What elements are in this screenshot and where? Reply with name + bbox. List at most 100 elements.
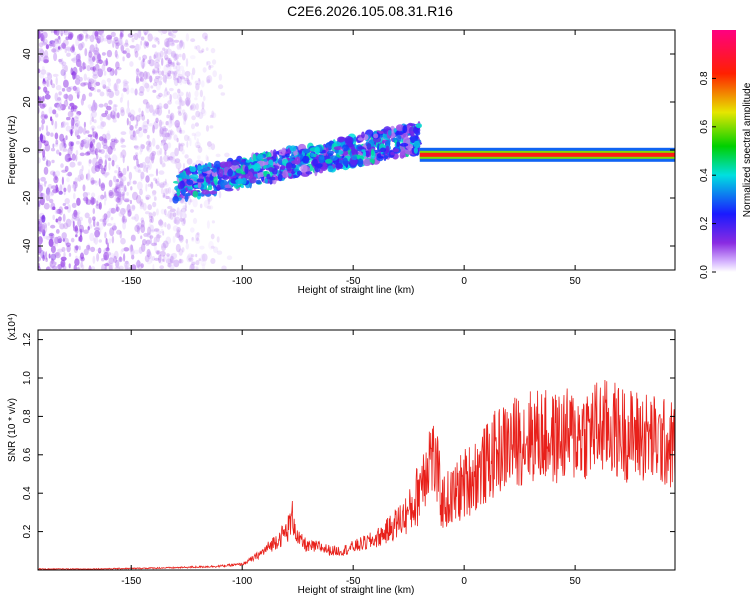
noise-speck <box>180 129 186 134</box>
noise-speck <box>38 256 41 262</box>
noise-speck <box>44 181 47 187</box>
noise-speck <box>190 104 195 110</box>
noise-speck <box>110 216 114 221</box>
x-tick-label: -100 <box>232 276 252 287</box>
noise-speck <box>142 99 149 105</box>
noise-speck <box>73 264 77 270</box>
noise-speck <box>149 235 154 239</box>
noise-speck <box>73 209 78 218</box>
noise-speck <box>210 47 216 54</box>
noise-speck <box>161 121 164 125</box>
band-speck <box>280 165 286 171</box>
noise-speck <box>89 232 95 242</box>
band-speck <box>172 195 179 204</box>
noise-speck <box>183 134 189 141</box>
noise-speck <box>114 260 120 269</box>
noise-speck <box>40 96 45 102</box>
band-speck <box>184 194 189 202</box>
band-speck <box>255 179 262 185</box>
noise-speck <box>50 132 54 137</box>
noise-speck <box>156 180 160 187</box>
noise-speck <box>153 121 159 130</box>
noise-speck <box>91 179 95 185</box>
noise-speck <box>86 77 91 81</box>
noise-speck <box>73 181 76 185</box>
noise-speck <box>208 145 212 150</box>
noise-speck <box>45 187 51 196</box>
noise-speck <box>169 151 176 158</box>
noise-speck <box>137 130 144 138</box>
noise-speck <box>152 89 157 93</box>
noise-speck <box>104 154 111 159</box>
noise-speck <box>54 132 59 140</box>
noise-speck <box>134 145 140 150</box>
noise-speck <box>132 191 138 201</box>
noise-speck <box>72 108 78 113</box>
noise-speck <box>187 253 194 261</box>
band-speck <box>185 169 191 175</box>
band-speck <box>201 189 210 195</box>
noise-speck <box>62 137 66 147</box>
noise-speck <box>196 232 201 238</box>
noise-speck <box>102 218 106 223</box>
noise-speck <box>83 248 89 256</box>
noise-speck <box>87 104 92 109</box>
noise-speck <box>64 198 70 205</box>
noise-speck <box>161 30 168 34</box>
noise-speck <box>92 208 96 215</box>
noise-speck <box>126 107 131 115</box>
noise-speck <box>60 58 64 66</box>
noise-speck <box>133 32 139 41</box>
noise-speck <box>79 228 85 233</box>
noise-speck <box>86 173 91 181</box>
noise-speck <box>91 110 97 118</box>
noise-speck <box>92 255 96 264</box>
noise-speck <box>206 60 211 66</box>
noise-speck <box>114 68 118 76</box>
snr-x-ticks: -150 -100 -50 0 50 <box>121 330 581 587</box>
noise-speck <box>81 62 87 70</box>
noise-speck <box>177 110 181 114</box>
noise-speck <box>52 237 57 241</box>
noise-speck <box>108 179 113 188</box>
noise-speck <box>74 217 80 221</box>
noise-speck <box>156 107 163 116</box>
noise-speck <box>176 137 179 143</box>
noise-speck <box>136 74 139 82</box>
noise-speck <box>162 240 169 249</box>
noise-speck <box>52 109 57 115</box>
noise-speck <box>163 64 169 74</box>
band-speck <box>365 150 370 158</box>
noise-speck <box>160 208 165 215</box>
noise-speck <box>123 261 130 269</box>
noise-speck <box>73 116 79 122</box>
noise-speck <box>120 43 124 50</box>
noise-speck <box>147 251 152 260</box>
noise-speck <box>195 260 200 266</box>
noise-speck <box>182 205 187 209</box>
y-tick-label: -20 <box>22 190 33 205</box>
noise-speck <box>83 121 86 128</box>
noise-speck <box>61 232 67 240</box>
noise-speck <box>114 195 119 202</box>
noise-speck <box>171 189 174 194</box>
noise-speck <box>83 82 89 86</box>
noise-speck <box>98 136 104 142</box>
noise-speck <box>172 92 179 100</box>
noise-speck <box>73 245 80 249</box>
noise-speck <box>166 60 173 66</box>
noise-speck <box>62 64 66 70</box>
noise-speck <box>190 209 194 213</box>
band-speck <box>197 182 202 189</box>
noise-speck <box>123 247 130 252</box>
noise-speck <box>158 258 163 265</box>
noise-speck <box>218 73 223 81</box>
noise-speck <box>161 57 164 66</box>
noise-speck <box>208 65 212 71</box>
band-speck <box>327 165 334 173</box>
noise-speck <box>45 78 51 88</box>
noise-speck <box>44 115 48 119</box>
noise-speck <box>181 109 186 115</box>
noise-speck <box>118 37 123 46</box>
noise-speck <box>108 264 113 270</box>
